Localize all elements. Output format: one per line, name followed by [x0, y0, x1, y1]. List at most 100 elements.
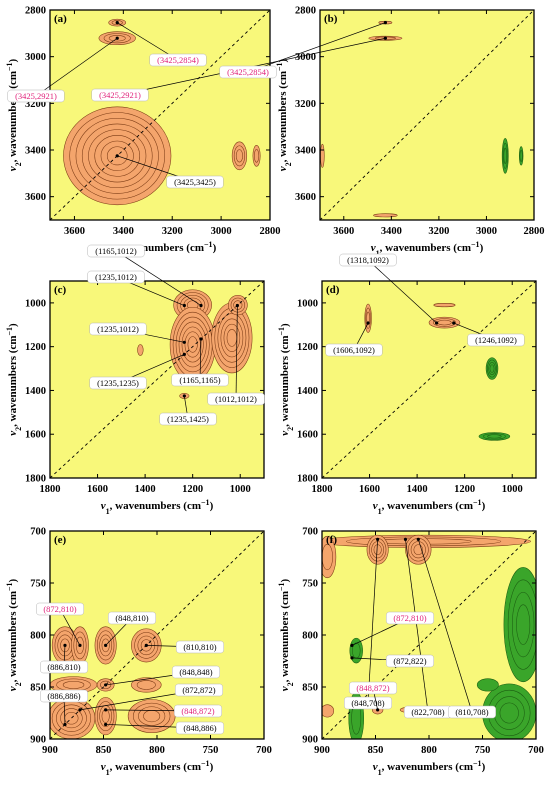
y-axis-label-part: , wavenumbers (cm [7, 591, 19, 682]
x-axis-label-part: ) [210, 500, 214, 512]
contour-level [487, 434, 502, 439]
annotation-point [78, 708, 82, 712]
x-axis-label-part: −1 [473, 759, 482, 768]
y-axis-label-part: 2 [286, 427, 295, 431]
contour-layer [50, 626, 176, 739]
annotation-point [383, 21, 387, 25]
annotation-label: (872,872) [182, 685, 215, 695]
x-axis-label: ν1, wavenumbers (cm−1) [101, 498, 214, 516]
correlation-peak [211, 302, 253, 374]
y-tick-label: 750 [302, 579, 318, 590]
x-axis-label-part: , wavenumbers (cm [380, 242, 471, 254]
x-axis-label-part: 1 [378, 768, 382, 777]
plot-frame [319, 9, 535, 221]
x-axis-label-part: ) [482, 500, 486, 512]
y-axis-label-part: −1 [5, 327, 14, 336]
y-tick-label: 1600 [297, 430, 318, 441]
panel-a: 3600 3400 3200 3000 2800 2800 3000 3200 3400 3600… [5, 6, 281, 258]
y-axis-label-part: ) [279, 323, 291, 327]
x-tick-label: 800 [421, 745, 437, 756]
correlation-peak [433, 303, 456, 308]
x-axis-label-part: −1 [471, 240, 480, 249]
annotation-label: (1165,1012) [95, 246, 137, 256]
y-axis-label-part: ν [279, 431, 291, 436]
correlation-peak [231, 141, 248, 171]
y-axis-label-part: , wavenumbers (cm [7, 335, 19, 426]
x-tick-label: 800 [149, 745, 165, 756]
x-tick-label: 2800 [260, 226, 281, 237]
y-axis-label-part: −1 [275, 62, 284, 71]
annotation-point [115, 154, 119, 158]
annotation-box [166, 175, 224, 189]
x-tick-label: 850 [96, 745, 112, 756]
annotation-point [63, 643, 67, 648]
annotation-label: (810,810) [183, 642, 216, 652]
y-axis-label-part: 2 [14, 427, 23, 431]
annotation-label: (848,872) [181, 706, 214, 716]
x-tick-label: 1600 [87, 484, 108, 495]
annotation-box [40, 660, 88, 674]
x-axis-label-part: ) [482, 761, 486, 773]
y-tick-label: 3400 [295, 146, 316, 157]
y-tick-label: 3200 [25, 99, 46, 110]
annotation-point [350, 643, 354, 648]
annotation-point [182, 394, 186, 398]
annotation-point [104, 708, 108, 712]
annotation-point [104, 722, 108, 727]
annotation-leader [247, 22, 386, 73]
plot-frame [49, 280, 265, 479]
correlation-peak [485, 357, 499, 380]
y-tick-label: 850 [30, 683, 46, 694]
annotation-point [115, 36, 119, 40]
annotation-box [87, 244, 145, 258]
y-tick-label: 900 [302, 735, 318, 746]
panel-b: 3600 3400 3200 3000 2800 2800 3000 3200 3400 3600… [91, 6, 545, 258]
annotation-label: (1318,1092) [347, 255, 389, 265]
y-tick-label: 1000 [297, 298, 318, 309]
annotation-box [175, 683, 223, 697]
correlation-peak [169, 306, 216, 382]
contour-level [62, 680, 85, 689]
x-axis-label-part: 1 [106, 768, 110, 777]
annotation-box [40, 689, 88, 703]
x-axis-label-part: ) [480, 242, 484, 254]
y-tick-label: 3000 [25, 52, 46, 63]
x-tick-label: 700 [256, 745, 272, 756]
x-tick-label: 850 [368, 745, 384, 756]
diagonal-line [321, 280, 537, 479]
annotation-point [383, 36, 387, 40]
annotation-point [63, 722, 67, 727]
contour-level [489, 364, 495, 373]
annotation-label: (1235,1012) [95, 272, 137, 282]
x-axis-label-part: , wavenumbers (cm [110, 500, 201, 512]
x-axis-label-part: ν [101, 500, 106, 512]
contour-level [235, 149, 243, 163]
annotation-label: (3425,2854) [157, 55, 199, 65]
contour-level [322, 543, 333, 571]
y-axis-label-part: 2 [14, 682, 23, 686]
x-tick-label: 3200 [162, 226, 183, 237]
annotation-label: (872,822) [393, 656, 426, 666]
annotation-point [144, 643, 148, 648]
y-tick-label: 700 [302, 527, 318, 538]
correlation-peak [320, 143, 325, 168]
panel-label: (d) [326, 284, 340, 296]
contour-level [101, 709, 110, 723]
annotation-leader [199, 338, 202, 381]
panel-c: 1800 1600 1400 1200 1000 1000 1200 1400 1600 1800… [5, 244, 265, 516]
annotation-box [219, 65, 277, 79]
diagonal-line [49, 280, 265, 479]
annotation-label: (1235,1012) [97, 324, 139, 334]
correlation-peak [322, 535, 337, 579]
x-tick-label: 1200 [454, 484, 475, 495]
annotation-box [325, 343, 383, 357]
correlation-peak [131, 677, 162, 693]
diagonal-line [49, 530, 265, 740]
annotation-box [207, 392, 265, 406]
annotation-label: (1246,1092) [475, 335, 517, 345]
y-tick-label: 1800 [25, 474, 46, 485]
y-axis-label: ν2, wavenumbers (cm−1) [275, 58, 293, 171]
x-tick-label: 750 [203, 745, 219, 756]
annotation-box [91, 88, 149, 102]
